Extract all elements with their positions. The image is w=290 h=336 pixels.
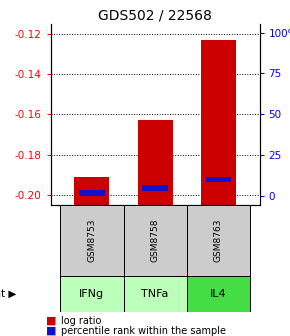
- Text: ■: ■: [46, 326, 57, 336]
- Text: IL4: IL4: [210, 289, 227, 299]
- Bar: [201, 40, 236, 205]
- Bar: [124, 205, 187, 276]
- Text: GSM8753: GSM8753: [87, 219, 96, 262]
- Bar: [142, 185, 168, 191]
- Bar: [206, 177, 231, 182]
- Title: GDS502 / 22568: GDS502 / 22568: [98, 8, 212, 23]
- Bar: [60, 205, 124, 276]
- Bar: [124, 276, 187, 312]
- Text: GSM8763: GSM8763: [214, 219, 223, 262]
- Text: agent ▶: agent ▶: [0, 289, 16, 299]
- Bar: [187, 205, 250, 276]
- Text: ■: ■: [46, 316, 57, 326]
- Text: GSM8758: GSM8758: [151, 219, 160, 262]
- Text: TNFa: TNFa: [142, 289, 169, 299]
- Bar: [79, 190, 104, 196]
- Text: IFNg: IFNg: [79, 289, 104, 299]
- Text: percentile rank within the sample: percentile rank within the sample: [61, 326, 226, 336]
- Bar: [138, 120, 173, 205]
- Bar: [75, 177, 109, 205]
- Bar: [187, 276, 250, 312]
- Text: log ratio: log ratio: [61, 316, 101, 326]
- Bar: [60, 276, 124, 312]
